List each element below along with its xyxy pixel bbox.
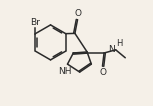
Text: H: H	[117, 39, 123, 48]
Text: O: O	[99, 68, 106, 77]
Text: Br: Br	[30, 18, 40, 27]
Text: N: N	[108, 45, 115, 54]
Text: NH: NH	[58, 67, 72, 76]
Text: O: O	[75, 9, 82, 18]
